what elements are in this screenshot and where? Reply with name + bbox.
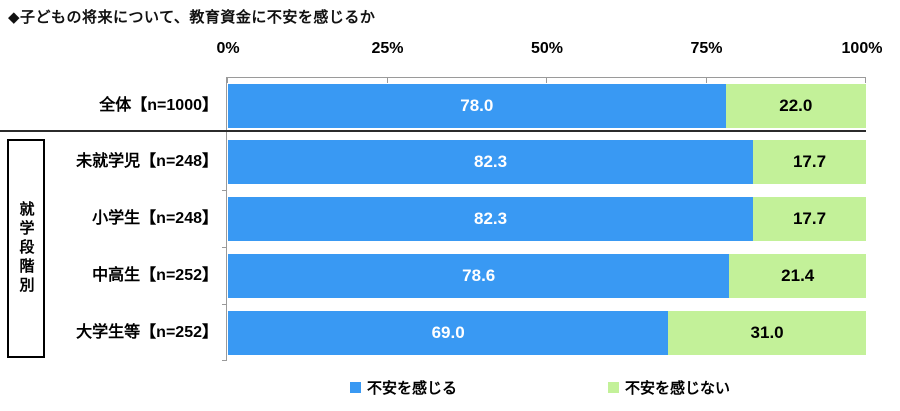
legend-label-feel-anxiety: 不安を感じる [367,380,458,397]
x-tick-75: 75% [690,40,723,57]
bar-row-3: 78.6 21.4 [228,254,866,298]
bar-segment-feel-2: 82.3 [228,197,754,241]
x-tick-25: 25% [371,40,404,57]
row-label-2: 小学生【n=248】 [92,210,218,227]
legend-swatch-blue-icon [350,382,361,393]
group-label-box: 就学段階別 [7,139,45,358]
legend-swatch-green-icon [608,382,619,393]
bar-value-label: 78.0 [460,96,494,115]
row-label-0: 全体【n=1000】 [99,97,218,114]
bar-value-label: 17.7 [792,152,827,171]
bar-segment-nofeel-4: 31.0 [668,311,866,355]
bar-segment-nofeel-3: 21.4 [729,254,866,298]
group-label: 就学段階別 [17,201,35,296]
row-label-3: 中高生【n=252】 [92,267,218,284]
top-axis-line [227,77,866,84]
bar-value-label: 31.0 [750,323,784,342]
bar-segment-nofeel-1: 17.7 [753,140,866,184]
bar-value-label: 82.3 [473,209,508,228]
bar-value-label: 21.4 [781,266,815,285]
bar-value-label: 82.3 [473,152,508,171]
chart-title: ◆子どもの将来について、教育資金に不安を感じるか [8,9,376,26]
x-tick-50: 50% [530,40,564,57]
bar-row-4: 69.0 31.0 [228,311,866,355]
bar-segment-feel-3: 78.6 [228,254,730,298]
bar-segment-nofeel-2: 17.7 [753,197,866,241]
bar-row-0: 78.0 22.0 [228,84,866,128]
row-label-1: 未就学児【n=248】 [76,153,218,170]
row-label-4: 大学生等【n=252】 [76,324,218,341]
bar-value-label: 17.7 [792,209,827,228]
bar-value-label: 22.0 [779,96,813,115]
legend-label-no-anxiety: 不安を感じない [625,380,731,397]
left-axis-line [222,77,233,361]
bar-row-1: 82.3 17.7 [228,140,866,184]
legend-item-feel-anxiety: 不安を感じる [350,377,457,398]
bar-value-label: 78.6 [462,266,496,285]
total-vs-group-divider [0,130,866,132]
bar-segment-feel-1: 82.3 [228,140,754,184]
x-tick-0: 0% [216,40,240,57]
bar-segment-feel-4: 69.0 [228,311,669,355]
bar-segment-feel-0: 78.0 [228,84,726,128]
x-tick-100: 100% [841,40,883,57]
bar-segment-nofeel-0: 22.0 [725,84,866,128]
legend-item-no-anxiety: 不安を感じない [608,377,730,398]
bar-value-label: 69.0 [431,323,465,342]
bar-row-2: 82.3 17.7 [228,197,866,241]
